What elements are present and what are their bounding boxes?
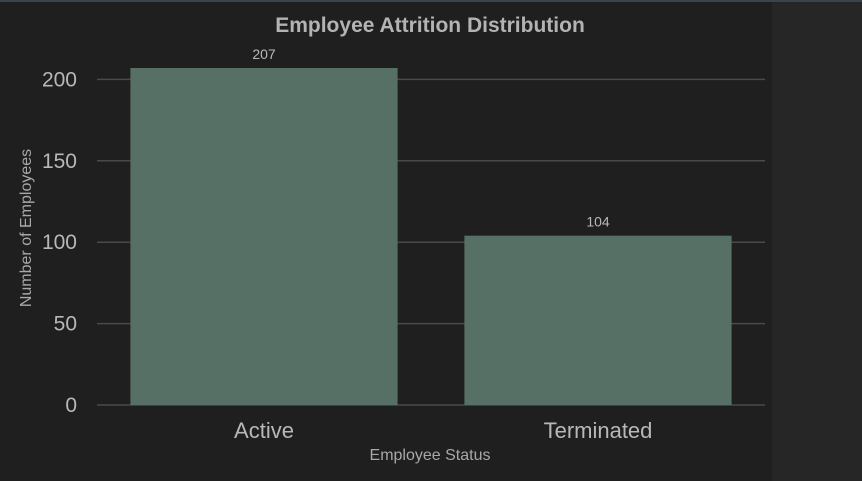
bar-active (130, 68, 398, 405)
y-tick-labels: 0 50 100 150 200 (42, 68, 77, 417)
chart-title: Employee Attrition Distribution (275, 14, 585, 37)
x-tick-label: Active (234, 418, 294, 443)
side-panel (772, 2, 862, 481)
bars (130, 68, 732, 405)
data-labels: 207 104 (252, 46, 610, 230)
y-tick-label: 150 (42, 150, 77, 173)
x-axis-label: Employee Status (370, 447, 491, 464)
x-tick-labels: Active Terminated (234, 418, 652, 443)
x-tick-label: Terminated (544, 418, 653, 443)
data-label: 104 (586, 214, 610, 230)
y-tick-label: 50 (54, 313, 77, 336)
y-tick-label: 200 (42, 68, 77, 91)
y-tick-label: 100 (42, 231, 77, 254)
y-tick-label: 0 (65, 394, 77, 417)
bar-terminated (464, 235, 732, 405)
window-top-border (0, 0, 862, 2)
y-axis-label: Number of Employees (18, 149, 35, 307)
data-label: 207 (252, 46, 276, 62)
